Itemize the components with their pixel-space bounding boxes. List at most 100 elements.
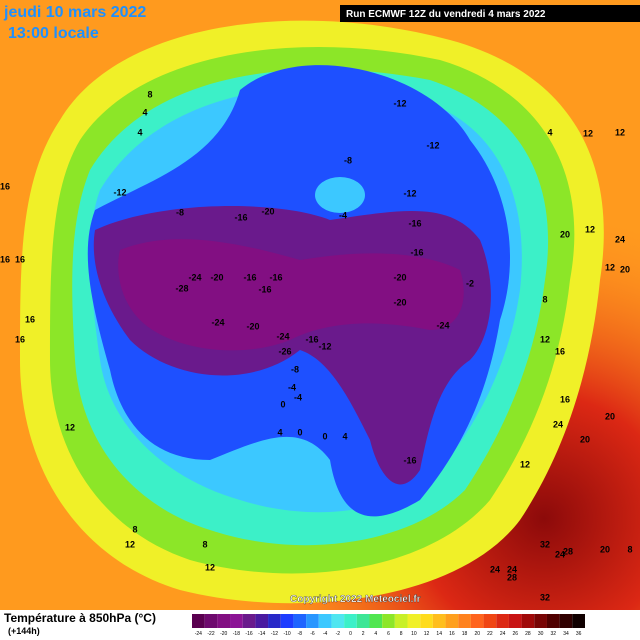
colorbar-swatch — [470, 614, 484, 628]
colorbar-label: 0 — [349, 631, 352, 637]
colorbar-swatch — [483, 614, 497, 628]
colorbar-label: -14 — [258, 631, 265, 637]
contour-label: 8 — [202, 539, 207, 549]
colorbar-label: -20 — [220, 631, 227, 637]
colorbar-label: -16 — [245, 631, 252, 637]
contour-label: -26 — [278, 346, 291, 356]
contour-label: 20 — [580, 434, 590, 444]
contour-label: 16 — [25, 314, 35, 324]
colorbar-swatch — [420, 614, 433, 628]
contour-label: -24 — [276, 331, 289, 341]
contour-label: 24 — [507, 564, 517, 574]
contour-label: 32 — [540, 539, 550, 549]
colorbar-label: 32 — [551, 631, 557, 637]
colorbar-label: 26 — [512, 631, 518, 637]
colorbar-label: 4 — [374, 631, 377, 637]
contour-label: 4 — [137, 127, 142, 137]
colorbar-label: 28 — [525, 631, 531, 637]
colorbar-swatch — [369, 614, 383, 628]
colorbar-swatch — [432, 614, 446, 628]
contour-label: -16 — [403, 455, 416, 465]
contour-label: 24 — [555, 549, 565, 559]
colorbar-label: 36 — [576, 631, 582, 637]
contour-label: -20 — [393, 297, 406, 307]
colorbar-label: -6 — [310, 631, 315, 637]
footer-lead: (+144h) — [8, 626, 40, 636]
colorbar-label: 6 — [387, 631, 390, 637]
colorbar-swatch — [344, 614, 357, 628]
colorbar-swatch — [204, 614, 218, 628]
colorbar-swatch — [572, 614, 585, 628]
colorbar-label: -12 — [271, 631, 278, 637]
contour-label: 12 — [585, 224, 595, 234]
colorbar-swatch — [255, 614, 269, 628]
contour-label: -16 — [258, 284, 271, 294]
colorbar-label: 22 — [487, 631, 493, 637]
contour-label: -24 — [188, 272, 201, 282]
colorbar-swatch — [306, 614, 319, 628]
colorbar-swatch — [382, 614, 395, 628]
colorbar-swatch — [356, 614, 370, 628]
contour-label: -28 — [175, 283, 188, 293]
contour-label: -12 — [403, 188, 416, 198]
contour-label: 8 — [132, 524, 137, 534]
contour-label: 4 — [547, 127, 552, 137]
contour-label: -12 — [393, 98, 406, 108]
contour-label: -20 — [210, 272, 223, 282]
contour-label: -20 — [393, 272, 406, 282]
contour-label: 12 — [615, 127, 625, 137]
contour-label: 0 — [322, 431, 327, 441]
contour-label: 28 — [563, 546, 573, 556]
contour-label: -12 — [318, 341, 331, 351]
contour-label: 0 — [297, 427, 302, 437]
colorbar-label: 24 — [500, 631, 506, 637]
colorbar-swatch — [445, 614, 459, 628]
colorbar-label: 18 — [462, 631, 468, 637]
contour-label: 20 — [605, 411, 615, 421]
footer-title: Température à 850hPa (°C) — [4, 611, 156, 625]
cold-hole — [315, 177, 365, 213]
colorbar-swatch — [293, 614, 307, 628]
colorbar-swatch — [192, 614, 205, 628]
contour-label: 16 — [0, 181, 10, 191]
contour-label: 32 — [540, 592, 550, 602]
colorbar-swatch — [458, 614, 471, 628]
contour-label: 12 — [540, 334, 550, 344]
band-deep-purple — [118, 239, 464, 351]
colorbar-swatch — [534, 614, 547, 628]
colorbar-label: -24 — [195, 631, 202, 637]
colorbar-swatch — [546, 614, 560, 628]
contour-label: -16 — [269, 272, 282, 282]
run-info: Run ECMWF 12Z du vendredi 4 mars 2022 — [346, 9, 546, 20]
contour-label: -24 — [211, 317, 224, 327]
colorbar-swatch — [331, 614, 345, 628]
contour-label: 24 — [490, 564, 500, 574]
colorbar-swatch — [394, 614, 408, 628]
contour-label: -20 — [261, 206, 274, 216]
colorbar-label: 20 — [474, 631, 480, 637]
contour-label: 28 — [507, 572, 517, 582]
contour-label: -8 — [291, 364, 299, 374]
contour-label: -12 — [426, 140, 439, 150]
colorbar-label: 34 — [563, 631, 569, 637]
colorbar-swatch — [280, 614, 294, 628]
contour-label: 12 — [583, 128, 593, 138]
date: jeudi 10 mars 2022 — [3, 4, 146, 21]
contour-label: 4 — [277, 427, 282, 437]
contour-label: 8 — [147, 89, 152, 99]
colorbar-swatch — [508, 614, 522, 628]
contour-label: 12 — [520, 459, 530, 469]
contour-label: -12 — [113, 187, 126, 197]
contour-label: 16 — [560, 394, 570, 404]
colorbar-label: -2 — [336, 631, 341, 637]
colorbar-swatch — [559, 614, 573, 628]
contour-label: -24 — [436, 320, 449, 330]
contour-label: -8 — [344, 155, 352, 165]
colorbar-label: 12 — [424, 631, 430, 637]
contour-label: 12 — [205, 562, 215, 572]
colorbar-swatch — [496, 614, 509, 628]
contour-label: -4 — [339, 210, 347, 220]
colorbar-label: -8 — [298, 631, 303, 637]
colorbar-swatch — [230, 614, 243, 628]
contour-label: 16 — [555, 346, 565, 356]
